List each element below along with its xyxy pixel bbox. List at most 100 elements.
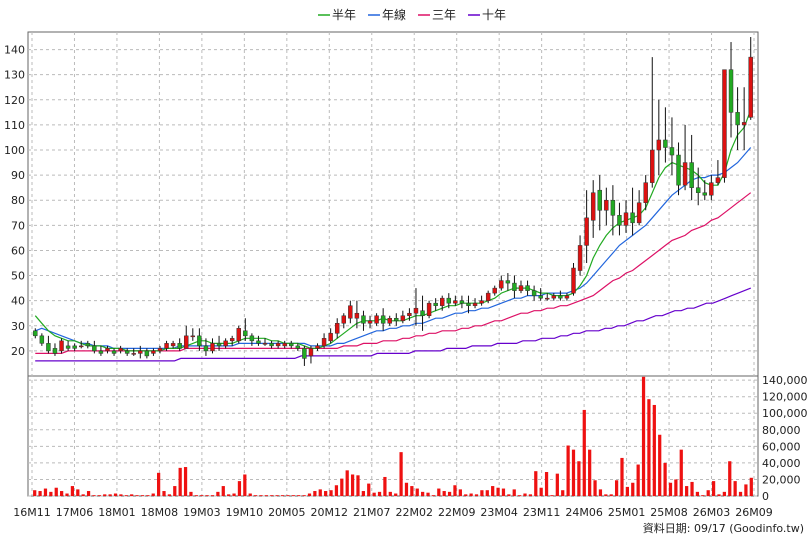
volume-bar <box>70 486 75 496</box>
volume-bar <box>711 481 716 496</box>
candle-body <box>643 182 648 203</box>
volume-bar <box>641 376 646 496</box>
candle-body <box>328 333 333 342</box>
volume-tick-label: 100,000 <box>762 407 808 420</box>
candle-body <box>203 345 209 352</box>
x-tick-label: 17M06 <box>56 506 94 519</box>
volume-tick-label: 120,000 <box>762 391 808 404</box>
volume-bar <box>81 494 85 496</box>
candle-body <box>282 343 287 347</box>
volume-bar <box>210 495 215 496</box>
volume-bar <box>119 494 123 496</box>
volume-bar <box>528 494 533 496</box>
candle-body <box>695 187 701 193</box>
volume-bar <box>685 486 689 496</box>
volume-bar <box>663 462 667 496</box>
candle-body <box>354 312 360 319</box>
volume-bar <box>227 494 231 496</box>
price-tick-label: 90 <box>11 169 25 182</box>
candle-body <box>249 335 255 342</box>
candle-body <box>446 297 452 304</box>
volume-bar <box>97 495 101 496</box>
candle-body <box>479 300 484 304</box>
x-tick-label: 20M05 <box>268 506 306 519</box>
volume-bar <box>480 490 484 496</box>
volume-bar <box>518 495 522 496</box>
candle-body <box>138 350 143 354</box>
candle-body <box>702 192 707 196</box>
volume-bar <box>722 491 726 496</box>
candle-body <box>676 154 681 186</box>
candle-body <box>79 345 84 348</box>
candle-body <box>426 302 432 316</box>
candle-body <box>46 343 51 352</box>
price-tick-label: 40 <box>11 295 25 308</box>
candle-body <box>623 212 629 226</box>
candle-body <box>144 350 150 357</box>
candle-body <box>367 320 373 324</box>
x-tick-label: 26M09 <box>735 506 773 519</box>
candle-body <box>709 182 714 196</box>
candle-body <box>157 348 163 352</box>
volume-bar <box>33 490 37 496</box>
legend-label: 年線 <box>382 7 406 22</box>
x-tick-label: 23M04 <box>480 506 518 519</box>
volume-bar <box>453 485 457 496</box>
volume-tick-label: 140,000 <box>762 374 808 387</box>
x-tick-label: 24M06 <box>565 506 603 519</box>
candle-body <box>85 343 91 347</box>
candle-body <box>243 330 248 337</box>
volume-bar <box>49 491 53 496</box>
candle-body <box>518 285 524 291</box>
candle-body <box>216 343 222 347</box>
volume-bar <box>130 494 134 496</box>
candle-body <box>65 345 71 349</box>
price-tick-label: 130 <box>4 69 25 82</box>
volume-bar <box>738 491 743 496</box>
volume-bar <box>582 409 586 496</box>
volume-bar <box>507 494 511 496</box>
candle-body <box>59 340 64 352</box>
volume-bar <box>297 495 301 496</box>
volume-bar <box>636 464 640 496</box>
candle-body <box>604 199 609 211</box>
volume-bar <box>140 495 145 496</box>
candle-body <box>617 215 622 226</box>
candle-body <box>256 340 261 344</box>
volume-bar <box>577 461 581 496</box>
x-tick-label: 19M03 <box>183 506 221 519</box>
candle-body <box>650 149 655 183</box>
volume-bar <box>717 494 721 496</box>
volume-bar <box>593 480 597 496</box>
volume-bar <box>243 474 247 496</box>
candle-body <box>499 280 504 289</box>
price-tick-label: 140 <box>4 44 25 57</box>
volume-bar <box>334 485 339 496</box>
volume-bar <box>54 487 58 496</box>
candle-body <box>748 56 753 118</box>
legend-label: 十年 <box>482 8 506 22</box>
x-tick-label: 21M07 <box>353 506 391 519</box>
candle-body <box>315 345 320 349</box>
price-tick-label: 20 <box>11 345 25 358</box>
volume-bar <box>571 449 576 496</box>
volume-bar <box>216 491 220 496</box>
candle-body <box>52 348 58 354</box>
x-tick-label: 16M11 <box>13 506 51 519</box>
volume-bar <box>464 494 468 496</box>
volume-bar <box>501 488 506 496</box>
candle-body <box>663 139 668 148</box>
volume-bar <box>555 473 559 496</box>
volume-bar <box>291 495 295 496</box>
volume-bar <box>598 489 603 496</box>
candle-body <box>630 212 635 224</box>
x-tick-label: 19M10 <box>226 506 264 519</box>
candle-body <box>682 162 688 186</box>
candle-body <box>538 295 543 299</box>
price-tick-label: 100 <box>4 144 25 157</box>
volume-bar <box>275 495 279 496</box>
volume-bar <box>124 495 128 496</box>
candle-body <box>485 292 491 301</box>
volume-bar <box>652 404 656 496</box>
